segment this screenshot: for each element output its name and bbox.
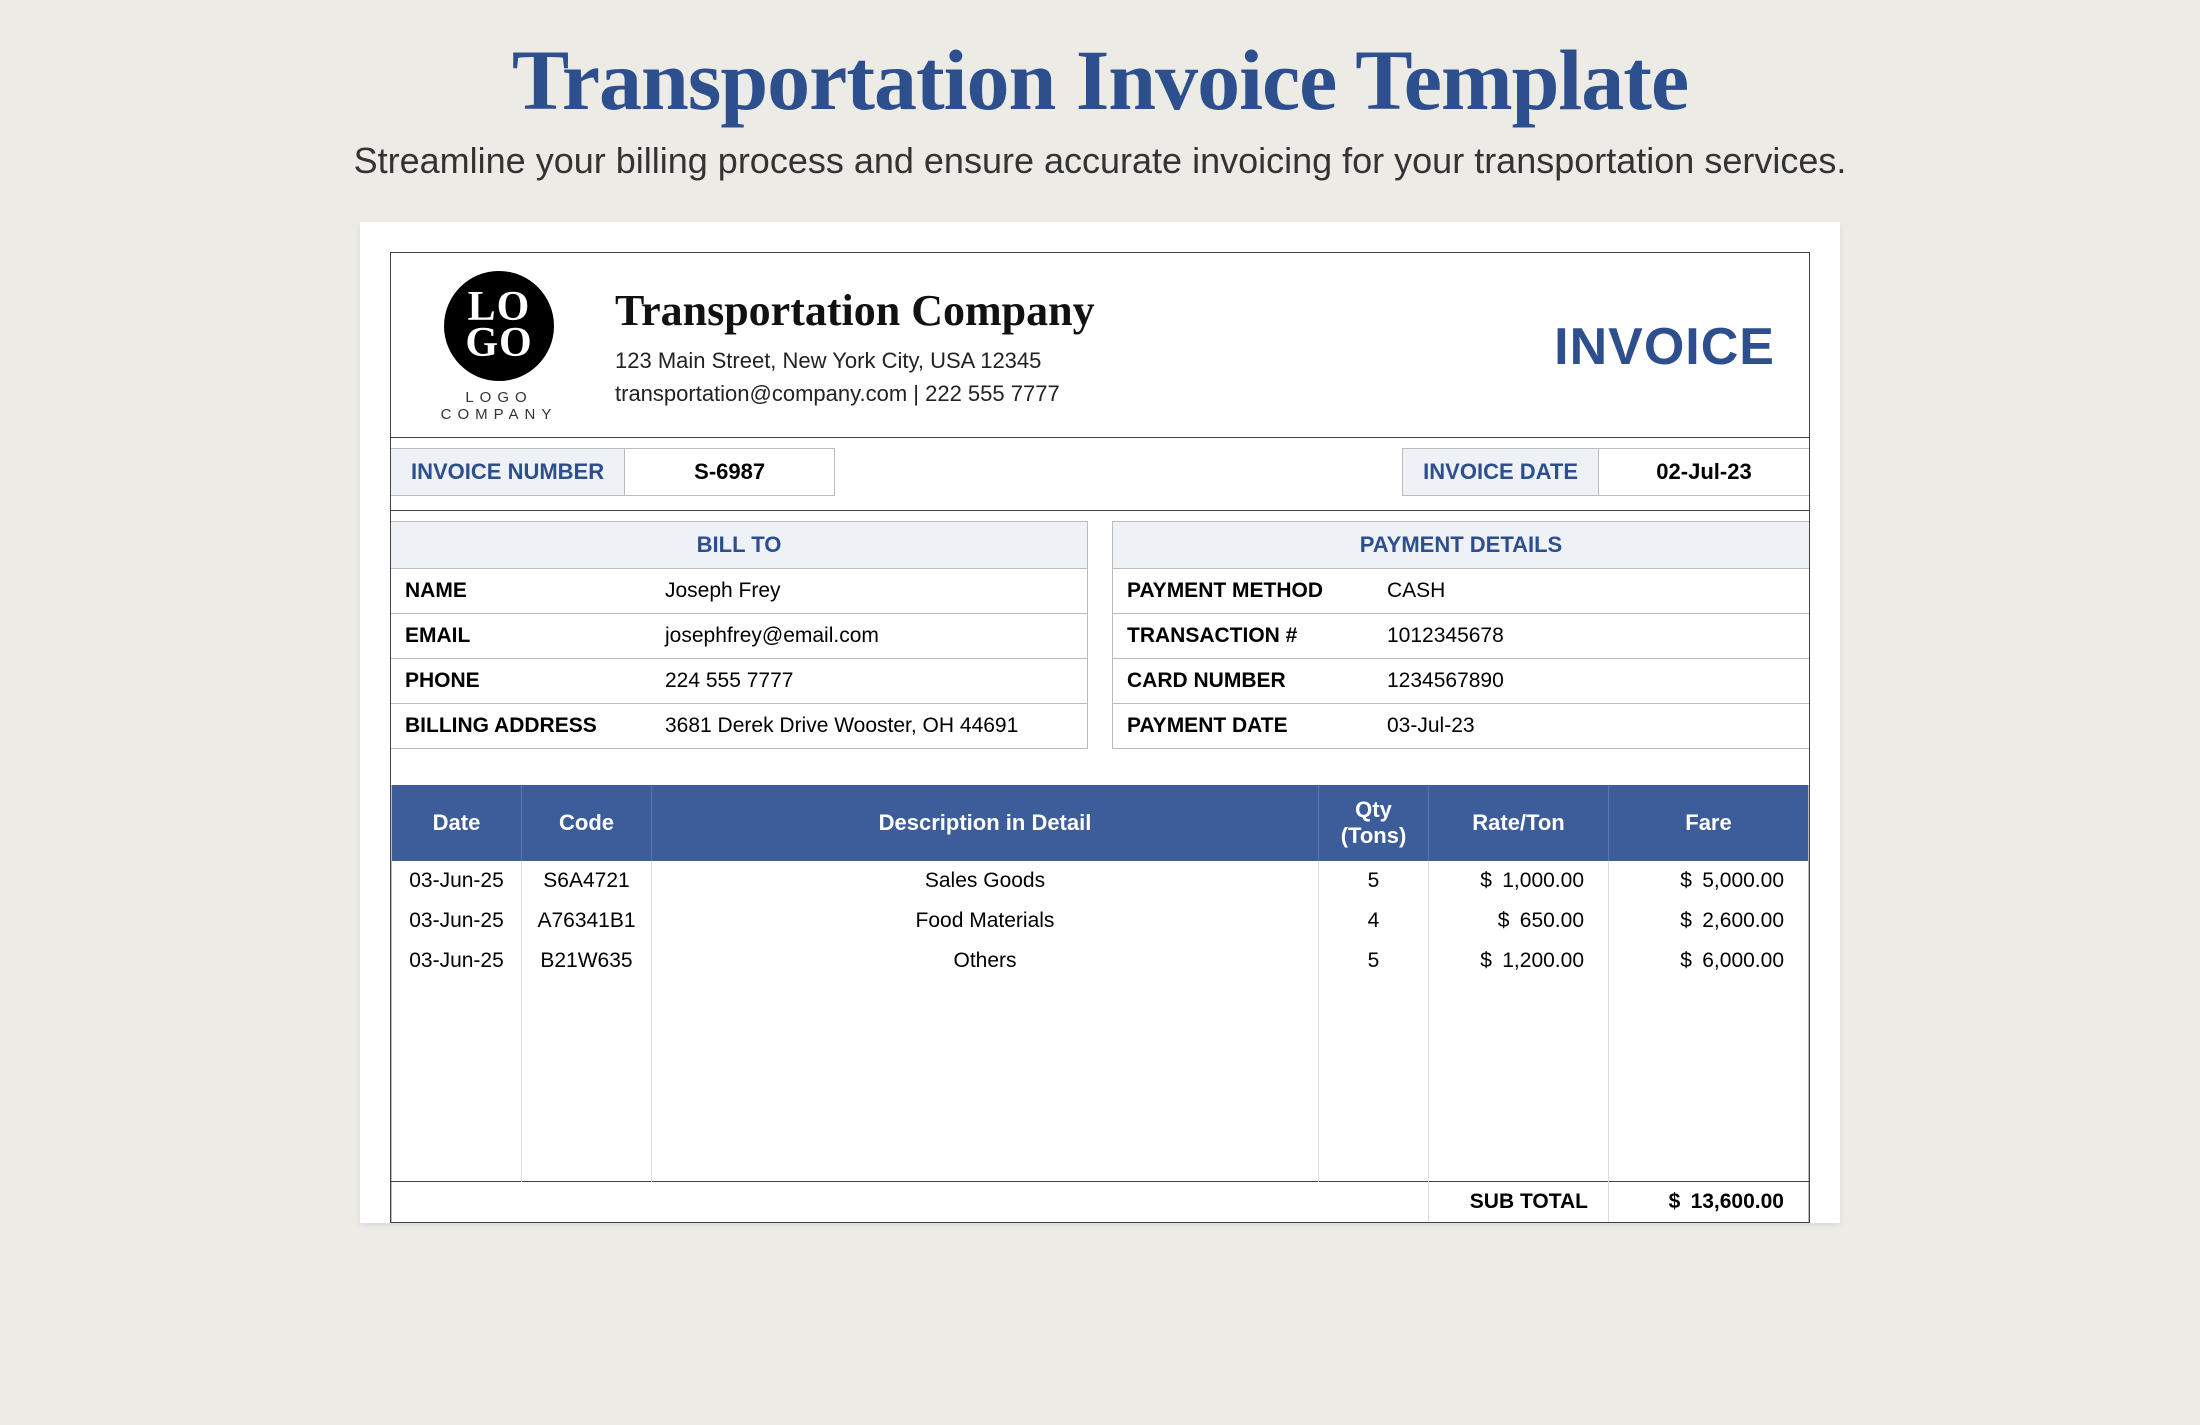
col-qty: Qty (Tons)	[1319, 785, 1429, 861]
payment-value: CASH	[1373, 569, 1809, 613]
col-desc: Description in Detail	[652, 785, 1319, 861]
invoice-meta-row: INVOICE NUMBER S-6987 INVOICE DATE 02-Ju…	[391, 438, 1809, 511]
invoice-word: INVOICE	[1554, 317, 1785, 377]
items-table: Date Code Description in Detail Qty (Ton…	[391, 785, 1809, 1222]
col-date: Date	[392, 785, 522, 861]
cell-qty: 5	[1319, 941, 1429, 981]
items-row: 03-Jun-25S6A4721Sales Goods5$1,000.00$5,…	[392, 861, 1809, 901]
payment-key: CARD NUMBER	[1113, 659, 1373, 703]
cell-desc: Sales Goods	[652, 861, 1319, 901]
cell-desc: Food Materials	[652, 901, 1319, 941]
cell-code: A76341B1	[522, 901, 652, 941]
bill-to-row: NAMEJoseph Frey	[391, 569, 1087, 614]
items-spacer	[392, 981, 1809, 1181]
invoice-header: LO GO LOGO COMPANY Transportation Compan…	[391, 253, 1809, 438]
invoice-number-value: S-6987	[625, 448, 835, 496]
bill-to-value: Joseph Frey	[651, 569, 1087, 613]
invoice-inner: LO GO LOGO COMPANY Transportation Compan…	[390, 252, 1810, 1223]
subtotal-value: $13,600.00	[1609, 1181, 1809, 1222]
bill-to-key: EMAIL	[391, 614, 651, 658]
payment-pane: PAYMENT DETAILS PAYMENT METHODCASHTRANSA…	[1112, 521, 1809, 749]
col-fare: Fare	[1609, 785, 1809, 861]
payment-row: CARD NUMBER1234567890	[1113, 659, 1809, 704]
logo-block: LO GO LOGO COMPANY	[409, 271, 589, 423]
page: Transportation Invoice Template Streamli…	[0, 0, 2200, 1223]
bill-to-value: 3681 Derek Drive Wooster, OH 44691	[651, 704, 1087, 748]
payment-row: PAYMENT DATE03-Jul-23	[1113, 704, 1809, 748]
cell-fare: $5,000.00	[1609, 861, 1809, 901]
cell-qty: 4	[1319, 901, 1429, 941]
items-row: 03-Jun-25A76341B1Food Materials4$650.00$…	[392, 901, 1809, 941]
company-address: 123 Main Street, New York City, USA 1234…	[615, 344, 1554, 377]
logo-text-bottom: GO	[465, 326, 532, 362]
cell-rate: $650.00	[1429, 901, 1609, 941]
cell-date: 03-Jun-25	[392, 901, 522, 941]
cell-date: 03-Jun-25	[392, 861, 522, 901]
payment-key: TRANSACTION #	[1113, 614, 1373, 658]
bill-to-key: BILLING ADDRESS	[391, 704, 651, 748]
invoice-sheet: LO GO LOGO COMPANY Transportation Compan…	[360, 222, 1840, 1223]
bill-to-row: BILLING ADDRESS3681 Derek Drive Wooster,…	[391, 704, 1087, 748]
cell-desc: Others	[652, 941, 1319, 981]
page-title: Transportation Invoice Template	[0, 30, 2200, 130]
payment-key: PAYMENT DATE	[1113, 704, 1373, 748]
company-block: Transportation Company 123 Main Street, …	[589, 285, 1554, 410]
col-rate: Rate/Ton	[1429, 785, 1609, 861]
cell-code: B21W635	[522, 941, 652, 981]
payment-value: 1234567890	[1373, 659, 1809, 703]
bill-to-key: PHONE	[391, 659, 651, 703]
cell-qty: 5	[1319, 861, 1429, 901]
cell-rate: $1,000.00	[1429, 861, 1609, 901]
items-table-wrap: Date Code Description in Detail Qty (Ton…	[391, 749, 1809, 1222]
payment-key: PAYMENT METHOD	[1113, 569, 1373, 613]
bill-to-key: NAME	[391, 569, 651, 613]
invoice-date-label: INVOICE DATE	[1402, 448, 1599, 496]
company-contact: transportation@company.com | 222 555 777…	[615, 377, 1554, 410]
bill-to-row: EMAILjosephfrey@email.com	[391, 614, 1087, 659]
payment-row: PAYMENT METHODCASH	[1113, 569, 1809, 614]
payment-value: 03-Jul-23	[1373, 704, 1809, 748]
items-row: 03-Jun-25B21W635Others5$1,200.00$6,000.0…	[392, 941, 1809, 981]
company-name: Transportation Company	[615, 285, 1554, 336]
cell-date: 03-Jun-25	[392, 941, 522, 981]
logo-caption: LOGO COMPANY	[409, 389, 589, 423]
invoice-date-value: 02-Jul-23	[1599, 448, 1809, 496]
bill-to-row: PHONE224 555 7777	[391, 659, 1087, 704]
cell-fare: $6,000.00	[1609, 941, 1809, 981]
bill-to-pane: BILL TO NAMEJoseph FreyEMAILjosephfrey@e…	[391, 521, 1088, 749]
page-subtitle: Streamline your billing process and ensu…	[0, 140, 2200, 182]
payment-row: TRANSACTION #1012345678	[1113, 614, 1809, 659]
bill-to-value: 224 555 7777	[651, 659, 1087, 703]
cell-code: S6A4721	[522, 861, 652, 901]
col-code: Code	[522, 785, 652, 861]
cell-rate: $1,200.00	[1429, 941, 1609, 981]
items-header-row: Date Code Description in Detail Qty (Ton…	[392, 785, 1809, 861]
bill-to-heading: BILL TO	[391, 522, 1087, 569]
payment-value: 1012345678	[1373, 614, 1809, 658]
subtotal-label: SUB TOTAL	[1429, 1181, 1609, 1222]
invoice-number-label: INVOICE NUMBER	[391, 448, 625, 496]
logo-icon: LO GO	[444, 271, 554, 381]
bill-payment-panes: BILL TO NAMEJoseph FreyEMAILjosephfrey@e…	[391, 511, 1809, 749]
cell-fare: $2,600.00	[1609, 901, 1809, 941]
bill-to-value: josephfrey@email.com	[651, 614, 1087, 658]
subtotal-row: SUB TOTAL$13,600.00	[392, 1181, 1809, 1222]
payment-heading: PAYMENT DETAILS	[1113, 522, 1809, 569]
